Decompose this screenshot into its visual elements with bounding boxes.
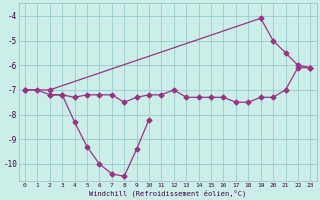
X-axis label: Windchill (Refroidissement éolien,°C): Windchill (Refroidissement éolien,°C) — [89, 189, 246, 197]
